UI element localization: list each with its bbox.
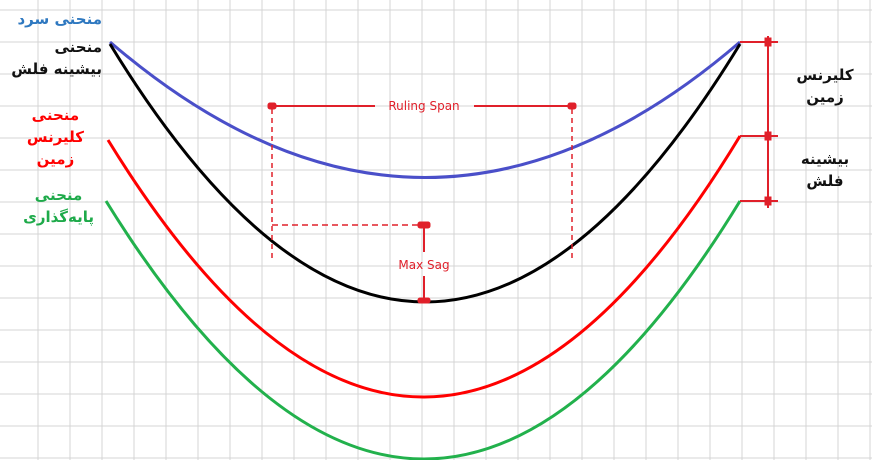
right-clearance-line2: زمین: [806, 88, 844, 106]
legend-clearance-line3: زمین: [36, 150, 75, 168]
legend-clearance-line1: منحنی: [31, 106, 80, 124]
legend-foundation-line1: منحنی: [34, 186, 83, 204]
ruling-span-marker: [267, 102, 577, 258]
right-label-max-sag: بیشینه فلش: [790, 148, 860, 192]
foundation-curve: [104, 200, 742, 461]
legend-max-sag-line1: منحنی: [54, 38, 102, 56]
right-max-sag-line2: فلش: [806, 172, 844, 190]
legend-max-sag-line2: بیشینه فلش: [11, 60, 102, 78]
legend-max-sag-curve: منحنی بیشینه فلش: [11, 36, 102, 80]
legend-foundation-curve: منحنی پایه‌گذاری: [23, 184, 94, 228]
ground-clearance-curve: [106, 135, 742, 399]
max-sag-marker: [272, 221, 431, 304]
cold-curve: [109, 40, 741, 179]
max-sag-label: Max Sag: [398, 258, 449, 272]
legend-ground-clearance-curve: منحنی کلیرنس زمین: [27, 104, 84, 170]
legend-clearance-line2: کلیرنس: [26, 128, 84, 146]
ruling-span-label: Ruling Span: [388, 99, 459, 113]
legend-foundation-line2: پایه‌گذاری: [23, 208, 94, 226]
right-dimension-marker: [740, 36, 778, 208]
legend-cold-curve: منحنی سرد: [17, 10, 102, 28]
right-clearance-line1: کلیرنس: [796, 66, 854, 84]
right-max-sag-line1: بیشینه: [800, 150, 850, 168]
right-label-ground-clearance: کلیرنس زمین: [790, 64, 860, 108]
